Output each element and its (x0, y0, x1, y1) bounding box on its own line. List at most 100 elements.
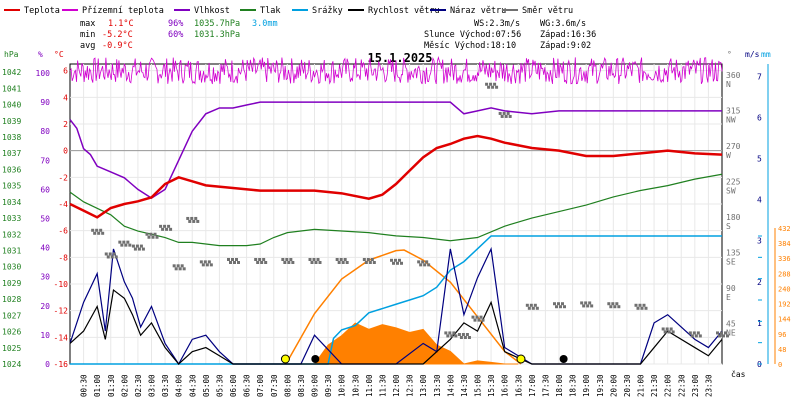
wind-direction-dot (104, 252, 108, 256)
time-tick-label: 13:00 (419, 374, 428, 397)
legend-label-6: Náraz větru (450, 6, 506, 16)
dir-tick-name: W (726, 151, 731, 160)
stat-max-hum: 96% (168, 19, 183, 29)
wind-direction-dot (122, 240, 126, 244)
wind-direction-dot (421, 260, 425, 264)
temp-tick-label: 4 (63, 93, 68, 102)
wind-direction-dot (176, 264, 180, 268)
wind-direction-dot (553, 302, 556, 306)
wind-direction-dot (584, 301, 588, 305)
time-tick-label: 10:00 (338, 374, 347, 397)
time-tick-label: 00:30 (80, 374, 89, 397)
stat-sun-rise: Slunce Východ:07:56 (424, 30, 521, 40)
pressure-tick-label: 1034 (2, 198, 21, 207)
humidity-tick-label: 0 (45, 360, 50, 369)
solar-area (287, 322, 519, 365)
wind-tick-label: 3 (757, 237, 762, 246)
pressure-tick-label: 1030 (2, 263, 21, 272)
wind-direction-dot (194, 216, 198, 220)
temp-tick-label: -16 (54, 360, 69, 369)
wind-direction-dot (91, 228, 95, 232)
wind-direction-dot (467, 336, 471, 339)
wind-direction-dot (665, 327, 669, 331)
wind-tick-label: 6 (757, 113, 762, 122)
wind-direction-dot (535, 306, 539, 310)
temp-tick-label: -12 (54, 307, 69, 316)
stat-max-label: max (80, 19, 95, 29)
wind-direction-dot (698, 334, 702, 338)
solar-theoretical-line (285, 249, 522, 365)
time-tick-label: 03:00 (148, 374, 157, 397)
wind-direction-dot (582, 304, 586, 308)
wind-direction-dot (235, 258, 238, 261)
wind-direction-dot (339, 258, 343, 261)
wind-direction-dot (446, 334, 450, 338)
axes: 1042104110401039103810371036103510341033… (2, 64, 791, 397)
wind-direction-dot (667, 330, 671, 334)
wind-direction-dot (153, 232, 157, 236)
wind-direction-dot (498, 111, 502, 115)
stat-avg-label: avg (80, 41, 95, 51)
pressure-tick-label: 1038 (2, 133, 21, 142)
humidity-tick-label: 60 (40, 185, 50, 194)
stats-panel: max 1.1°C 96% 1035.7hPa 3.0mm min -5.2°C… (80, 19, 596, 51)
wind-direction-dot (465, 333, 469, 336)
wind-tick-label: 4 (757, 196, 762, 205)
wind-direction-dot (174, 267, 178, 271)
wind-direction-dot (617, 305, 621, 309)
pressure-tick-label: 1024 (2, 360, 21, 369)
dir-tick-deg: 315 (726, 106, 741, 115)
wind-tick-label: 2 (757, 278, 762, 287)
time-tick-label: 02:30 (134, 374, 143, 397)
wind-direction-dot (661, 327, 665, 331)
wind-direction-dot (580, 301, 584, 305)
wind-direction-dot (457, 333, 461, 336)
temp-tick-label: -2 (58, 173, 68, 182)
solar-tick-label: 432 (778, 225, 791, 233)
unit-ms: m/s (745, 50, 760, 59)
pressure-tick-label: 1027 (2, 311, 21, 320)
dir-tick-deg: 270 (726, 142, 741, 151)
solar-tick-label: 336 (778, 255, 791, 263)
wind-direction-dot (640, 306, 644, 310)
wind-direction-dot (613, 305, 617, 309)
sunrise-marker (280, 354, 290, 364)
solar-series (285, 249, 522, 365)
wind-direction-dot (726, 334, 729, 338)
wind-direction-dot (149, 232, 153, 236)
pressure-tick-label: 1036 (2, 165, 21, 174)
dir-tick-name: N (726, 80, 731, 89)
data-series (69, 55, 729, 366)
wind-direction-dot (638, 303, 642, 307)
wind-direction-dot (400, 261, 403, 265)
wind-direction-dot (720, 331, 723, 335)
stat-max-rain: 3.0mm (252, 19, 278, 29)
wind-direction-dot (231, 258, 234, 261)
dir-tick-name: SW (726, 186, 736, 195)
wind-direction-dot (131, 244, 135, 248)
wind-direction-dot (611, 302, 615, 306)
temp-tick-label: 2 (63, 120, 68, 129)
temp-tick-label: -14 (54, 333, 69, 342)
wind-direction-dot (590, 304, 594, 308)
pressure-tick-label: 1028 (2, 295, 21, 304)
wind-direction-dot (99, 228, 103, 232)
wind-direction-dot (254, 258, 258, 261)
wind-direction-dot (563, 305, 566, 309)
time-tick-label: 01:00 (93, 374, 102, 397)
wind-direction-dot (192, 219, 196, 223)
wind-direction-dot (692, 331, 696, 335)
wind-direction-dot (502, 111, 506, 115)
wind-direction-dot (694, 334, 698, 338)
time-tick-label: 23:30 (704, 374, 713, 397)
wind-direction-dot (205, 263, 209, 267)
wind-direction-dot (481, 318, 485, 322)
wind-direction-dot (504, 114, 508, 118)
wind-direction-dot (335, 258, 339, 261)
wind-direction-dot (636, 306, 640, 310)
wind-direction-dot (169, 227, 173, 231)
time-tick-label: 20:30 (623, 374, 632, 397)
time-tick-label: 14:30 (460, 374, 469, 397)
time-tick-label: 09:00 (311, 374, 320, 397)
wind-direction-dot (93, 231, 97, 235)
